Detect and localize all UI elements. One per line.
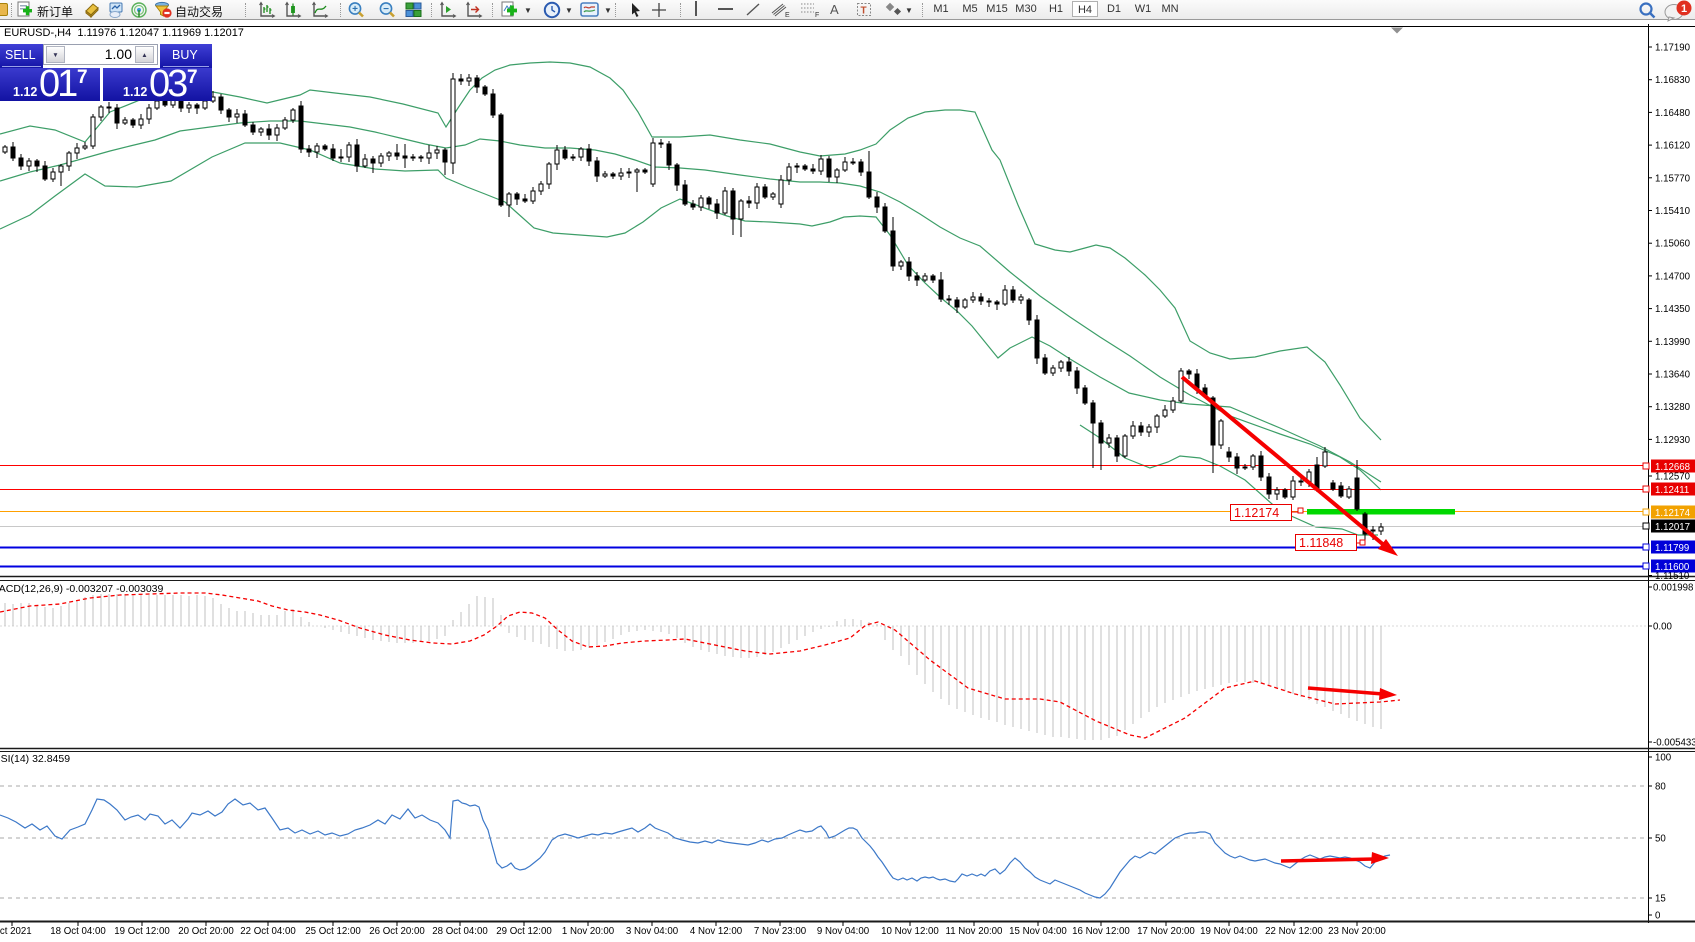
svg-text:1.11848: 1.11848 — [1299, 536, 1343, 550]
svg-text:29 Oct 12:00: 29 Oct 12:00 — [496, 926, 552, 937]
svg-text:MACD(12,26,9) -0.003207 -0.003: MACD(12,26,9) -0.003207 -0.003039 — [0, 583, 164, 595]
svg-text:0.00: 0.00 — [1653, 622, 1672, 633]
svg-text:25 Oct 12:00: 25 Oct 12:00 — [305, 926, 361, 937]
svg-text:19 Nov 04:00: 19 Nov 04:00 — [1200, 926, 1258, 937]
svg-text:10 Nov 12:00: 10 Nov 12:00 — [881, 926, 939, 937]
svg-text:7 Nov 23:00: 7 Nov 23:00 — [754, 926, 807, 937]
svg-text:1.13990: 1.13990 — [1655, 337, 1691, 348]
svg-text:0: 0 — [1655, 911, 1661, 922]
svg-text:1.11510: 1.11510 — [1655, 571, 1690, 582]
svg-text:20 Oct 20:00: 20 Oct 20:00 — [178, 926, 234, 937]
svg-text:3 Nov 04:00: 3 Nov 04:00 — [626, 926, 679, 937]
svg-text:1.16120: 1.16120 — [1655, 141, 1691, 152]
svg-text:1.12174: 1.12174 — [1234, 506, 1279, 520]
svg-text:1.15060: 1.15060 — [1655, 239, 1691, 250]
svg-text:11 Nov 20:00: 11 Nov 20:00 — [946, 926, 1004, 937]
svg-text:1.11799: 1.11799 — [1655, 543, 1689, 554]
svg-text:26 Oct 20:00: 26 Oct 20:00 — [369, 926, 425, 937]
svg-text:1.12017: 1.12017 — [1655, 522, 1690, 533]
svg-text:1.11600: 1.11600 — [1655, 562, 1690, 573]
svg-text:E: E — [785, 12, 790, 19]
svg-text:1.15770: 1.15770 — [1655, 173, 1691, 184]
svg-text:1.12570: 1.12570 — [1655, 472, 1691, 483]
svg-text:1.12668: 1.12668 — [1655, 462, 1690, 473]
svg-text:15: 15 — [1655, 894, 1666, 905]
svg-text:23 Nov 20:00: 23 Nov 20:00 — [1328, 926, 1386, 937]
svg-text:−: − — [383, 4, 389, 15]
svg-text:-0.005433: -0.005433 — [1653, 738, 1695, 749]
svg-text:1.12174: 1.12174 — [1655, 508, 1691, 519]
svg-text:9 Nov 04:00: 9 Nov 04:00 — [817, 926, 870, 937]
svg-text:17 Nov 20:00: 17 Nov 20:00 — [1137, 926, 1195, 937]
svg-text:+: + — [352, 4, 358, 15]
svg-text:RSI(14) 32.8459: RSI(14) 32.8459 — [0, 753, 70, 765]
svg-text:16 Nov 12:00: 16 Nov 12:00 — [1072, 926, 1130, 937]
svg-text:1.14700: 1.14700 — [1655, 271, 1691, 282]
svg-text:T: T — [861, 6, 867, 17]
svg-text:28 Oct 04:00: 28 Oct 04:00 — [432, 926, 488, 937]
svg-text:1 Nov 20:00: 1 Nov 20:00 — [562, 926, 615, 937]
svg-text:1: 1 — [1681, 3, 1687, 15]
svg-text:1.12930: 1.12930 — [1655, 435, 1691, 446]
svg-text:100: 100 — [1655, 753, 1672, 764]
svg-text:4 Nov 12:00: 4 Nov 12:00 — [690, 926, 743, 937]
svg-text:80: 80 — [1655, 782, 1666, 793]
svg-text:0.001998: 0.001998 — [1653, 583, 1693, 594]
svg-text:19 Oct 12:00: 19 Oct 12:00 — [114, 926, 170, 937]
svg-text:15 Nov 04:00: 15 Nov 04:00 — [1009, 926, 1067, 937]
svg-text:22 Nov 12:00: 22 Nov 12:00 — [1265, 926, 1323, 937]
svg-text:1.14350: 1.14350 — [1655, 304, 1691, 315]
svg-text:1.16480: 1.16480 — [1655, 108, 1691, 119]
svg-text:22 Oct 04:00: 22 Oct 04:00 — [240, 926, 296, 937]
svg-text:18 Oct 04:00: 18 Oct 04:00 — [50, 926, 106, 937]
svg-text:1.12411: 1.12411 — [1655, 485, 1689, 496]
svg-text:50: 50 — [1655, 834, 1666, 845]
svg-text:1.13280: 1.13280 — [1655, 402, 1691, 413]
svg-text:1.16830: 1.16830 — [1655, 75, 1691, 86]
svg-text:1.13640: 1.13640 — [1655, 370, 1691, 381]
svg-text:Oct 2021: Oct 2021 — [0, 926, 32, 937]
svg-text:F: F — [815, 12, 819, 19]
svg-text:1.15410: 1.15410 — [1655, 206, 1691, 217]
svg-text:1.17190: 1.17190 — [1655, 43, 1691, 54]
